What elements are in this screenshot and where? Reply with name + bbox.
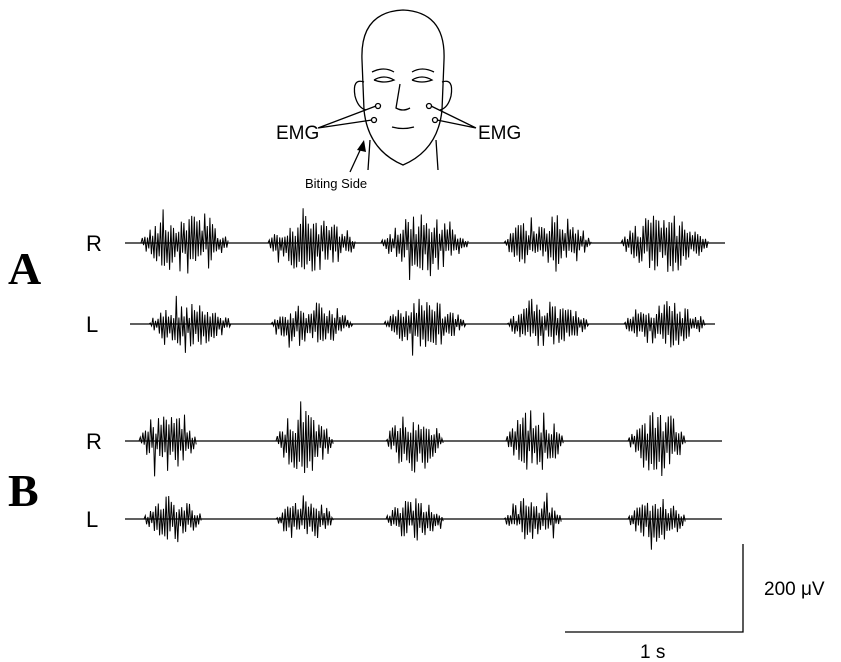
eyebrow (372, 69, 394, 72)
emg-burst (507, 299, 589, 346)
electrode (376, 104, 381, 109)
emg-burst (268, 208, 355, 271)
emg-burst (506, 410, 563, 469)
emg-burst (628, 412, 685, 476)
electrode (433, 118, 438, 123)
mouth (392, 127, 414, 129)
eye (374, 77, 394, 82)
emg-burst (621, 216, 708, 272)
emg-burst (504, 493, 561, 539)
trace-label: R (86, 231, 102, 256)
panel-label: A (8, 243, 41, 294)
annotation: Biting Side (305, 176, 367, 191)
eye (412, 77, 432, 82)
trace-label: R (86, 429, 102, 454)
emg-burst (384, 299, 466, 356)
emg-burst (271, 303, 353, 348)
trace-label: L (86, 312, 98, 337)
panel-label: B (8, 465, 39, 516)
emg-burst (381, 215, 468, 281)
eyebrow (412, 69, 434, 72)
emg-burst (628, 499, 685, 550)
emg-label: EMG (478, 123, 521, 144)
scale-time: 1 s (640, 642, 665, 662)
emg-burst (386, 417, 443, 473)
face-drawing (318, 10, 476, 172)
emg-burst (144, 496, 201, 542)
figure: EMG EMG Biting Side A R L B R L 200 μV 1… (0, 0, 841, 662)
electrode (372, 118, 377, 123)
emg-burst (139, 415, 196, 477)
trace-label: L (86, 507, 98, 532)
emg-burst (504, 215, 591, 271)
scale-bar (565, 544, 743, 632)
electrode (427, 104, 432, 109)
emg-burst (276, 401, 333, 473)
emg-burst (149, 296, 231, 353)
arrow-head (357, 140, 366, 152)
head-outline (362, 10, 444, 165)
emg-label: EMG (276, 123, 319, 144)
emg-burst (276, 495, 333, 538)
emg-burst (624, 301, 706, 347)
emg-burst (141, 209, 228, 273)
electrode-lead (318, 106, 476, 128)
nose (396, 84, 410, 110)
scale-amplitude: 200 μV (764, 579, 825, 600)
